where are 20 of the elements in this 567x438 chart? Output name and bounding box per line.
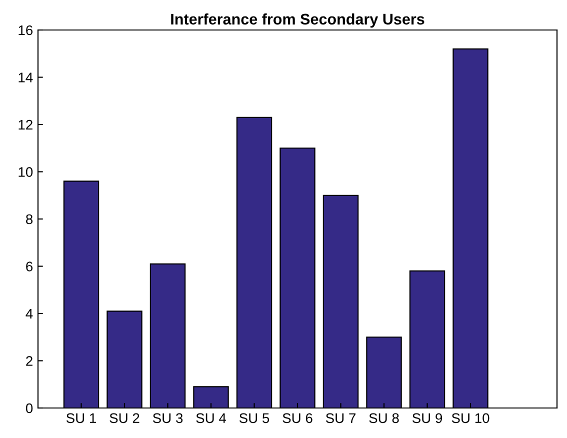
y-tick-label: 16 bbox=[18, 25, 33, 36]
x-tick-label: SU 9 bbox=[412, 413, 442, 424]
x-tick-label: SU 8 bbox=[369, 413, 399, 424]
chart-title: Interferance from Secondary Users bbox=[171, 13, 424, 28]
x-tick-label: SU 6 bbox=[282, 413, 312, 424]
y-tick-label: 4 bbox=[26, 308, 33, 319]
y-tick-label: 0 bbox=[26, 403, 33, 414]
y-tick-label: 10 bbox=[18, 167, 33, 177]
x-tick-label: SU 7 bbox=[326, 413, 356, 424]
x-tick-label: SU 4 bbox=[196, 413, 226, 424]
x-tick-label: SU 10 bbox=[452, 413, 490, 424]
y-tick-label: 2 bbox=[26, 356, 32, 366]
y-tick-label: 6 bbox=[26, 262, 33, 272]
y-tick-label: 12 bbox=[18, 120, 32, 130]
y-tick-label: 8 bbox=[26, 214, 33, 224]
x-tick-label: SU 3 bbox=[152, 413, 183, 424]
x-tick-label: SU 1 bbox=[66, 413, 96, 424]
y-tick-label: 14 bbox=[18, 72, 33, 82]
x-tick-label: SU 5 bbox=[239, 413, 270, 424]
x-tick-label: SU 2 bbox=[110, 413, 140, 424]
